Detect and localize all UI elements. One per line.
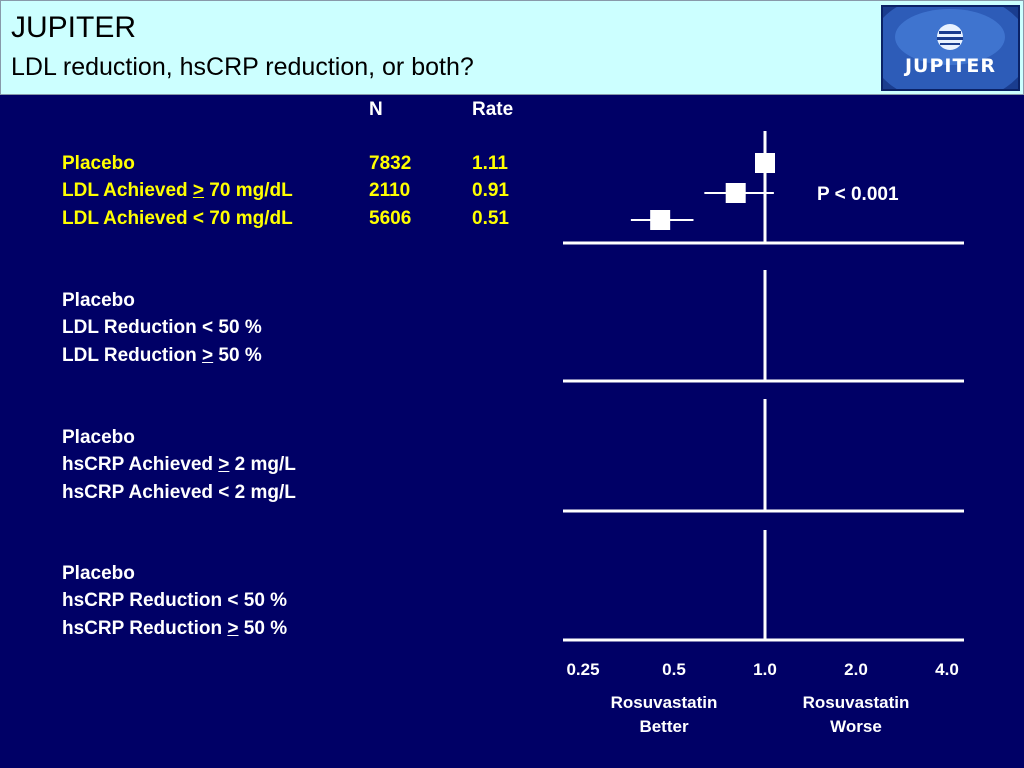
- row-label: hsCRP Reduction > 50 %: [62, 619, 287, 638]
- row-label: hsCRP Achieved > 2 mg/L: [62, 455, 296, 474]
- row-label-text: Placebo: [62, 153, 135, 174]
- row-label: LDL Reduction < 50 %: [62, 318, 262, 337]
- comparison-operator: >: [227, 617, 239, 639]
- row-label-suffix: 50 %: [213, 344, 262, 366]
- row-label-text: LDL Reduction: [62, 344, 203, 366]
- row-label-text: Placebo: [62, 290, 135, 311]
- comparison-operator: >: [202, 344, 214, 366]
- row-label-text: hsCRP Achieved < 2 mg/L: [62, 481, 296, 503]
- row-label-suffix: 70 mg/dL: [204, 180, 293, 202]
- row-label-text: hsCRP Reduction: [62, 617, 228, 639]
- logo-text: JUPITER: [904, 55, 997, 77]
- row-label: Placebo: [62, 154, 135, 173]
- row-label-text: Placebo: [62, 427, 135, 448]
- row-label: LDL Achieved > 70 mg/dL: [62, 181, 293, 200]
- comparison-operator: >: [218, 454, 230, 476]
- row-label: Placebo: [62, 428, 135, 447]
- caption-worse: Worse: [830, 717, 882, 736]
- row-n-value: 7832: [369, 153, 412, 174]
- row-label: hsCRP Reduction < 50 %: [62, 591, 287, 610]
- caption-better: Rosuvastatin: [611, 693, 718, 712]
- col-header-rate: Rate: [472, 99, 514, 120]
- x-tick-label: 1.0: [753, 660, 777, 679]
- x-tick-label: 0.5: [662, 660, 686, 679]
- row-label: LDL Reduction > 50 %: [62, 346, 262, 365]
- row-label: hsCRP Achieved < 2 mg/L: [62, 483, 296, 502]
- row-label-text: LDL Achieved < 70 mg/dL: [62, 207, 293, 229]
- x-tick-label: 0.25: [566, 660, 599, 679]
- slide-title: JUPITER: [11, 11, 137, 44]
- point-estimate: [650, 210, 671, 230]
- comparison-operator: >: [192, 180, 205, 202]
- row-n-value: 2110: [369, 180, 411, 202]
- row-label-text: LDL Achieved: [62, 180, 193, 202]
- row-label-suffix: 2 mg/L: [229, 454, 296, 476]
- slide-subtitle: LDL reduction, hsCRP reduction, or both?: [11, 53, 474, 81]
- row-label: Placebo: [62, 564, 135, 583]
- row-label-suffix: 50 %: [238, 617, 288, 639]
- row-label-text: LDL Reduction < 50 %: [62, 317, 262, 339]
- row-label-text: hsCRP Reduction < 50 %: [62, 590, 288, 612]
- caption-better: Better: [639, 717, 689, 736]
- row-rate-value: 1.11: [472, 153, 508, 174]
- row-rate-value: 0.51: [472, 207, 509, 229]
- row-label-text: Placebo: [62, 563, 135, 584]
- col-header-n: N: [369, 99, 383, 120]
- row-label-text: hsCRP Achieved: [62, 454, 219, 476]
- x-tick-label: 4.0: [935, 660, 959, 679]
- caption-worse: Rosuvastatin: [803, 693, 910, 712]
- row-n-value: 5606: [369, 207, 412, 229]
- x-tick-label: 2.0: [844, 660, 868, 679]
- row-label: LDL Achieved < 70 mg/dL: [62, 209, 293, 228]
- point-estimate: [755, 153, 775, 173]
- title-bar: JUPITER LDL reduction, hsCRP reduction, …: [0, 0, 1024, 95]
- jupiter-logo: JUPITER: [881, 5, 1020, 91]
- row-rate-value: 0.91: [472, 180, 509, 202]
- point-estimate: [725, 183, 746, 203]
- p-value-annotation: P < 0.001: [817, 184, 899, 205]
- row-label: Placebo: [62, 291, 135, 310]
